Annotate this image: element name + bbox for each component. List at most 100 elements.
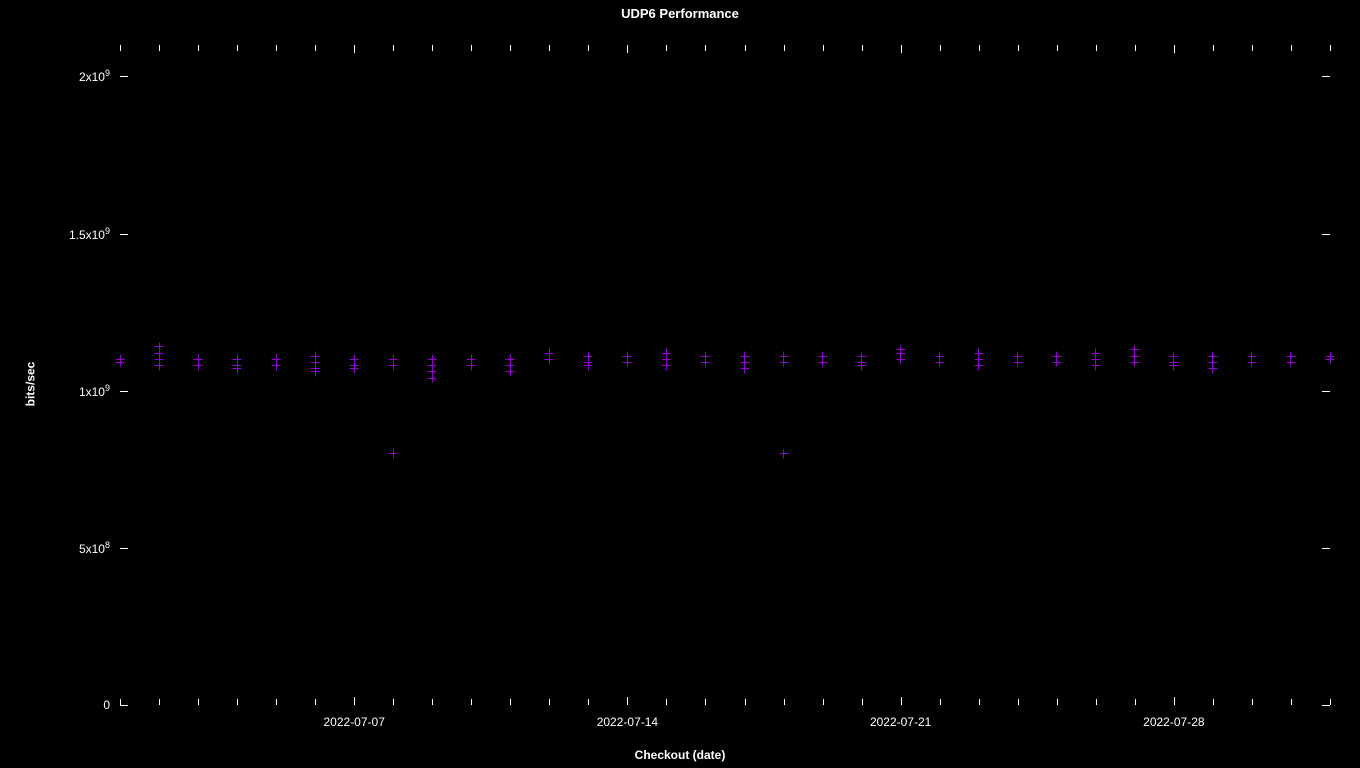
data-point [467, 361, 476, 370]
x-minor-tick [1135, 699, 1136, 705]
x-tick [1174, 45, 1175, 53]
x-minor-tick [471, 699, 472, 705]
data-point [116, 355, 125, 364]
x-minor-tick [784, 699, 785, 705]
x-minor-tick [784, 45, 785, 51]
x-tick [627, 45, 628, 53]
x-minor-tick [862, 699, 863, 705]
data-point [779, 352, 788, 361]
data-point [545, 349, 554, 358]
data-point [311, 358, 320, 367]
data-point [1091, 361, 1100, 370]
data-point [506, 361, 515, 370]
x-minor-tick [666, 699, 667, 705]
y-axis-label: bits/sec [23, 362, 37, 407]
x-minor-tick [1018, 699, 1019, 705]
data-point [506, 355, 515, 364]
x-minor-tick [1018, 45, 1019, 51]
x-minor-tick [159, 699, 160, 705]
data-point [974, 349, 983, 358]
data-point [155, 342, 164, 351]
data-point [1326, 355, 1335, 364]
x-minor-tick [1096, 699, 1097, 705]
data-point [155, 361, 164, 370]
x-minor-tick [510, 45, 511, 51]
data-point [1013, 358, 1022, 367]
data-point [506, 367, 515, 376]
x-minor-tick [1291, 45, 1292, 51]
x-minor-tick [549, 45, 550, 51]
data-point [1013, 352, 1022, 361]
data-point [1130, 358, 1139, 367]
data-point [1130, 352, 1139, 361]
x-minor-tick [276, 699, 277, 705]
data-point [350, 361, 359, 370]
data-point [584, 358, 593, 367]
y-tick-label: 1x109 [79, 383, 110, 399]
data-point [701, 352, 710, 361]
x-minor-tick [1252, 45, 1253, 51]
plot-area: 05x1081x1091.5x1092x1092022-07-072022-07… [120, 45, 1330, 705]
y-tick-label: 2x109 [79, 68, 110, 84]
y-tick-label: 0 [103, 698, 110, 712]
y-tick [1322, 76, 1330, 77]
x-minor-tick [432, 45, 433, 51]
x-tick [627, 697, 628, 705]
data-point [623, 352, 632, 361]
data-point [662, 355, 671, 364]
data-point [662, 349, 671, 358]
x-minor-tick [276, 45, 277, 51]
x-minor-tick [1096, 45, 1097, 51]
x-minor-tick [1252, 699, 1253, 705]
x-minor-tick [940, 45, 941, 51]
data-point [1130, 345, 1139, 354]
data-point [857, 358, 866, 367]
data-point [740, 352, 749, 361]
data-point [389, 355, 398, 364]
data-point [779, 358, 788, 367]
data-point [935, 358, 944, 367]
data-point [428, 355, 437, 364]
x-minor-tick [1213, 45, 1214, 51]
y-tick [1322, 234, 1330, 235]
data-point [935, 352, 944, 361]
data-point [155, 355, 164, 364]
x-tick [354, 45, 355, 53]
data-point [740, 358, 749, 367]
y-tick [120, 234, 128, 235]
data-point [1326, 352, 1335, 361]
x-minor-tick [745, 699, 746, 705]
data-point [896, 355, 905, 364]
data-point [116, 358, 125, 367]
data-point [1169, 361, 1178, 370]
data-point [389, 361, 398, 370]
x-minor-tick [198, 45, 199, 51]
data-point [272, 355, 281, 364]
y-tick [1322, 391, 1330, 392]
x-tick [901, 697, 902, 705]
data-point [1247, 358, 1256, 367]
data-point [389, 449, 398, 458]
x-minor-tick [315, 699, 316, 705]
x-tick [354, 697, 355, 705]
data-point [1169, 352, 1178, 361]
data-point [272, 361, 281, 370]
x-minor-tick [1291, 699, 1292, 705]
data-point [428, 367, 437, 376]
data-point [1091, 349, 1100, 358]
y-tick [1322, 548, 1330, 549]
data-point [1286, 352, 1295, 361]
y-tick [120, 705, 128, 706]
x-minor-tick [237, 699, 238, 705]
data-point [1052, 358, 1061, 367]
data-point [428, 361, 437, 370]
x-axis-label: Checkout (date) [0, 748, 1360, 762]
data-point [467, 355, 476, 364]
x-minor-tick [666, 45, 667, 51]
data-point [584, 361, 593, 370]
x-minor-tick [1135, 45, 1136, 51]
x-minor-tick [1330, 699, 1331, 705]
data-point [233, 355, 242, 364]
data-point [701, 358, 710, 367]
data-point [155, 349, 164, 358]
